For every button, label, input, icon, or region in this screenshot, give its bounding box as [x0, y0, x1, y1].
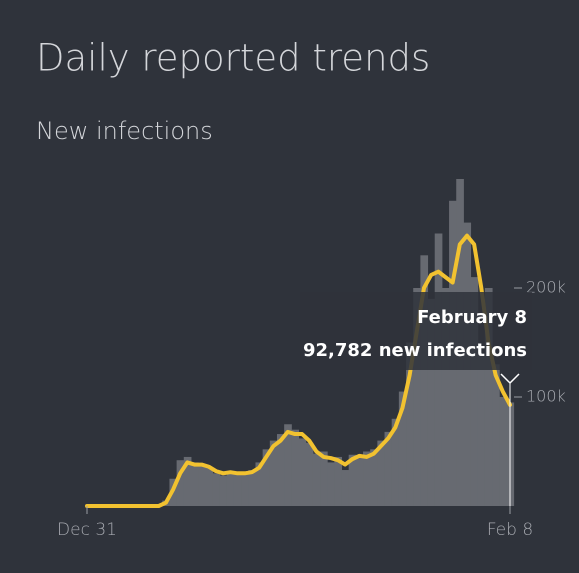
bar [305, 442, 314, 506]
bar [183, 456, 192, 506]
bar [219, 475, 228, 506]
bar [262, 449, 271, 506]
bar [398, 391, 407, 506]
bar [477, 353, 486, 506]
bar [248, 470, 256, 506]
bar [499, 397, 507, 506]
bar [484, 288, 493, 506]
bar [413, 288, 421, 506]
bar [226, 471, 235, 506]
bar [212, 473, 221, 506]
bar [406, 342, 414, 506]
bar [298, 438, 307, 506]
trend-line [85, 233, 512, 508]
bar [441, 288, 450, 506]
bar [377, 440, 386, 506]
bar [198, 464, 206, 506]
bar [327, 462, 335, 506]
bar [176, 460, 185, 506]
bar [420, 255, 429, 506]
bar [205, 467, 213, 506]
bar [391, 418, 400, 506]
bar [370, 449, 378, 506]
bar [320, 451, 328, 506]
bar [190, 462, 199, 506]
bar [334, 456, 343, 506]
bar [355, 458, 364, 506]
tooltip-chevron [500, 373, 520, 385]
tooltip-date: February 8 [417, 307, 527, 328]
bar [427, 298, 436, 506]
bar [492, 364, 500, 506]
bar [284, 424, 292, 506]
bar [269, 440, 278, 506]
chart-title: Daily reported trends [36, 37, 430, 80]
y-tick-label: 100k [526, 387, 566, 406]
bar [384, 431, 393, 506]
chart-subtitle: New infections [36, 117, 213, 145]
y-tick-label: 200k [526, 278, 566, 297]
bar [348, 454, 357, 506]
tooltip-backdrop [300, 292, 532, 370]
bar [241, 474, 249, 506]
x-tick-label: Feb 8 [487, 520, 533, 540]
bar [470, 277, 479, 506]
bar [255, 462, 264, 506]
bar [233, 473, 242, 506]
x-tick-label: Dec 31 [57, 520, 117, 540]
bar [291, 429, 299, 506]
bar [341, 470, 350, 506]
bar [276, 434, 285, 506]
bar [363, 451, 371, 506]
tooltip-value: 92,782 new infections [303, 340, 527, 361]
bar [312, 453, 321, 506]
